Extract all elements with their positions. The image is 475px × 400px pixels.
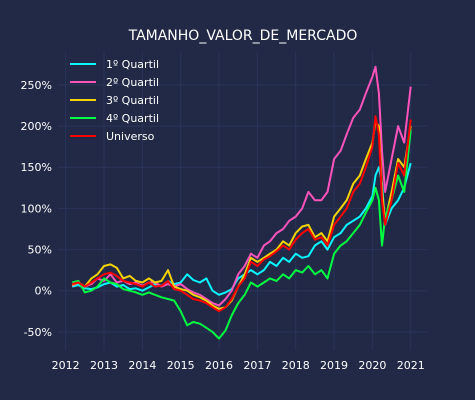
x-tick-label: 2017 [243,359,271,372]
legend-label: 1º Quartil [106,58,159,71]
x-tick-label: 2019 [320,359,348,372]
y-tick-label: 250% [21,79,52,92]
x-tick-label: 2021 [397,359,425,372]
series-line-3 [71,121,412,310]
x-tick-label: 2018 [282,359,310,372]
y-tick-label: -50% [24,326,52,339]
x-tick-label: 2012 [52,359,80,372]
x-tick-label: 2020 [358,359,386,372]
x-tick-label: 2014 [128,359,156,372]
y-tick-label: 200% [21,120,52,133]
y-tick-label: 50% [28,244,52,257]
y-tick-label: 100% [21,202,52,215]
legend-label: 3º Quartil [106,94,159,107]
series-line-5 [71,115,412,313]
legend-label: 4º Quartil [106,112,159,125]
chart-title: TAMANHO_VALOR_DE_MERCADO [128,28,358,44]
y-tick-label: 150% [21,161,52,174]
x-tick-label: 2016 [205,359,233,372]
series-line-2 [71,65,412,307]
legend-label: Universo [106,130,155,143]
x-tick-label: 2015 [167,359,195,372]
legend: 1º Quartil 2º Quartil 3º Quartil 4º Quartil… [70,58,159,143]
series-line-4 [71,130,412,340]
y-tick-label: 0% [35,285,52,298]
legend-label: 2º Quartil [106,76,159,89]
x-tick-label: 2013 [90,359,118,372]
